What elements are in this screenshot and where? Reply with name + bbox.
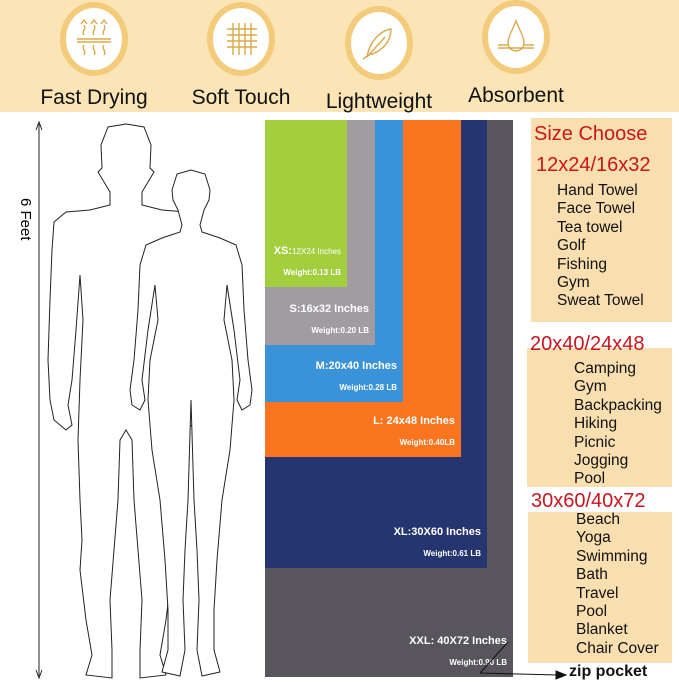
use-item: Backpacking: [574, 396, 662, 414]
use-item: Picnic: [574, 433, 616, 451]
size-name: L: 24x48 Inches: [373, 415, 455, 427]
zip-pocket-pointer: [480, 641, 568, 680]
size-label: L: 24x48 Inches: [373, 415, 455, 427]
size-dims: 12X24 Inches: [292, 247, 341, 256]
size-name: M:20x40 Inches: [316, 360, 397, 372]
use-item: Camping: [574, 360, 637, 377]
use-list-2: Camping Gym Backpacking Hiking Picnic Jogging…: [574, 360, 662, 489]
size-name: XL:30X60 Inches: [394, 526, 481, 538]
feature-absorbent: Absorbent: [451, 0, 581, 108]
use-item: Hand Towel: [557, 182, 638, 199]
feather-icon: [362, 28, 392, 60]
use-item: Swimming: [576, 547, 648, 565]
use-item: Gym: [557, 274, 590, 292]
size-label: M:20x40 Inches: [315, 360, 397, 372]
size-label: XL:30X60 Inches: [393, 526, 481, 538]
feature-label: Soft Touch: [191, 86, 291, 109]
use-item: Jogging: [574, 452, 629, 470]
group-heading: 20x40/24x48: [530, 333, 645, 355]
size-label: S:16x32 Inches: [289, 303, 370, 315]
use-item: Pool: [576, 603, 608, 621]
use-item: Chair Cover: [576, 639, 659, 657]
use-item: Beach: [576, 511, 620, 528]
use-list-3: Beach Yoga Swimming Bath Travel Pool Blanket Ch…: [576, 511, 659, 658]
size-choose-title: Size Choose: [534, 123, 648, 145]
size-label: XXL: 40X72 Inches: [409, 635, 507, 647]
use-item: Golf: [557, 237, 586, 255]
use-item: Face Towel: [557, 200, 636, 218]
group-heading: 12x24/16x32: [536, 154, 651, 176]
size-weight: Weight:0.40LB: [399, 438, 455, 447]
size-group-box-3: [528, 512, 672, 663]
size-name: XXL: 40X72 Inches: [409, 635, 507, 647]
feature-label: Absorbent: [468, 84, 564, 107]
feature-lightweight: Lightweight: [314, 6, 444, 114]
human-height-figures: [35, 120, 253, 680]
height-label: 6 Feet: [17, 198, 34, 241]
use-item: Pool: [574, 470, 606, 488]
size-weight: Weight:0.20 LB: [311, 326, 369, 335]
fabric-weave-icon: [227, 23, 257, 55]
feature-fast-drying: Fast Drying: [29, 2, 159, 110]
use-item: Gym: [574, 378, 607, 396]
use-item: Blanket: [576, 621, 628, 639]
woman-silhouette: [129, 169, 253, 677]
size-weight: Weight:0.90 LB: [449, 658, 507, 667]
heat-waves-icon: [77, 18, 111, 56]
size-group-box-1: [531, 118, 672, 322]
use-list-1: Hand Towel Face Towel Tea towel Golf Fishing…: [557, 182, 644, 311]
size-weight: Weight:0.28 LB: [339, 383, 397, 392]
size-weight: Weight:0.61 LB: [423, 549, 481, 558]
size-group-box-2: [527, 348, 672, 487]
size-name: S:16x32 Inches: [290, 303, 370, 315]
height-arrow: [35, 120, 43, 680]
size-rect-0: XS:12X24 Inches Weight:0.13 LB: [265, 120, 347, 287]
use-item: Travel: [576, 584, 619, 602]
water-drop-icon: [498, 19, 534, 52]
use-item: Bath: [576, 566, 608, 584]
use-item: Yoga: [576, 529, 611, 547]
size-name: XS:12X24 Inches: [274, 245, 341, 257]
feature-soft-touch: Soft Touch: [176, 2, 306, 110]
use-item: Fishing: [557, 255, 607, 273]
size-weight: Weight:0.13 LB: [283, 268, 341, 277]
size-label: XS:: [273, 245, 293, 257]
zip-pocket-label: zip pocket: [569, 663, 648, 680]
use-item: Tea towel: [557, 218, 623, 236]
feature-label: Lightweight: [325, 90, 433, 113]
group-heading: 30x60/40x72: [531, 490, 646, 512]
use-item: Sweat Towel: [557, 292, 644, 310]
feature-label: Fast Drying: [40, 86, 148, 109]
use-item: Hiking: [574, 415, 618, 433]
